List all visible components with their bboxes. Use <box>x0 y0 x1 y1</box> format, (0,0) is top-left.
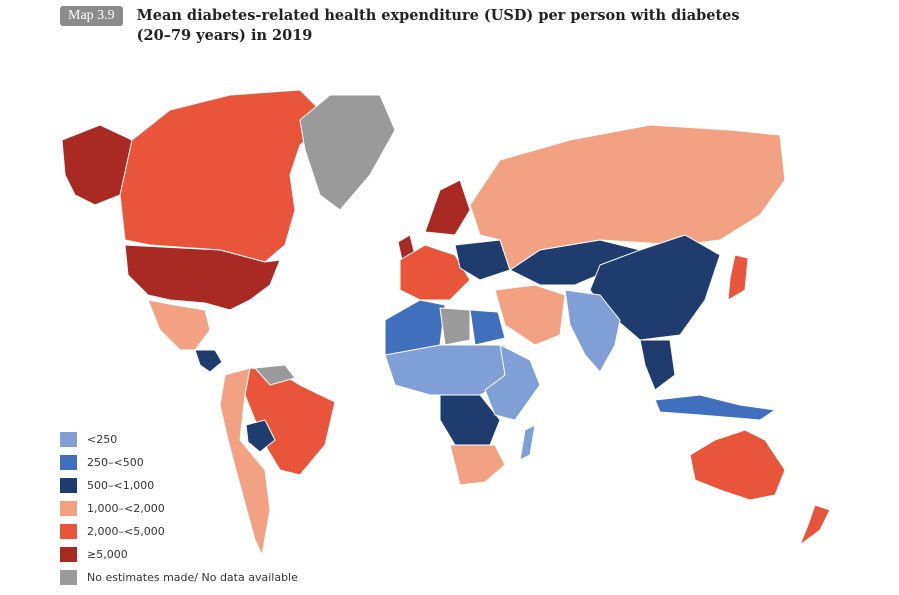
legend-swatch <box>60 501 77 516</box>
legend-label: 250–<500 <box>87 456 144 469</box>
legend-swatch <box>60 547 77 562</box>
legend-label: ≥5,000 <box>87 548 128 561</box>
legend-label: No estimates made/ No data available <box>87 571 298 584</box>
region-new-zealand <box>799 504 831 546</box>
region-australia <box>689 429 786 501</box>
legend-swatch <box>60 570 77 585</box>
legend-swatch <box>60 524 77 539</box>
region-mexico <box>147 299 211 351</box>
region-scandinavia <box>424 179 471 236</box>
legend-label: 2,000–<5,000 <box>87 525 165 538</box>
region-southern-africa <box>449 444 506 486</box>
legend-label: <250 <box>87 433 118 446</box>
region-east-africa <box>484 344 541 421</box>
legend-item: No estimates made/ No data available <box>60 566 298 589</box>
map-legend: <250 250–<500 500–<1,000 1,000–<2,000 2,… <box>60 428 298 589</box>
region-indonesia <box>654 394 776 421</box>
region-western-europe <box>399 244 471 301</box>
legend-swatch <box>60 432 77 447</box>
legend-item: 500–<1,000 <box>60 474 298 497</box>
region-canada <box>119 89 331 263</box>
legend-swatch <box>60 478 77 493</box>
legend-item: 1,000–<2,000 <box>60 497 298 520</box>
region-greenland <box>299 94 396 211</box>
region-southeast-asia <box>639 339 676 391</box>
region-libya <box>439 307 471 346</box>
map-title: Mean diabetes-related health expenditure… <box>136 7 740 44</box>
legend-label: 1,000–<2,000 <box>87 502 165 515</box>
region-madagascar <box>519 424 536 461</box>
legend-swatch <box>60 455 77 470</box>
legend-item: 2,000–<5,000 <box>60 520 298 543</box>
legend-item: 250–<500 <box>60 451 298 474</box>
legend-item: <250 <box>60 428 298 451</box>
region-india <box>564 289 621 373</box>
region-guianas <box>254 364 296 386</box>
map-header: Map 3.9 Mean diabetes-related health exp… <box>60 6 777 46</box>
region-eastern-europe <box>454 239 511 281</box>
region-japan <box>727 254 749 301</box>
region-central-america <box>194 349 223 373</box>
region-bolivia <box>245 419 276 453</box>
region-egypt <box>469 309 506 346</box>
map-number-badge: Map 3.9 <box>60 6 123 26</box>
region-russia <box>469 124 786 271</box>
region-usa <box>124 244 281 311</box>
region-middle-east <box>494 284 566 346</box>
legend-item: ≥5,000 <box>60 543 298 566</box>
legend-label: 500–<1,000 <box>87 479 155 492</box>
